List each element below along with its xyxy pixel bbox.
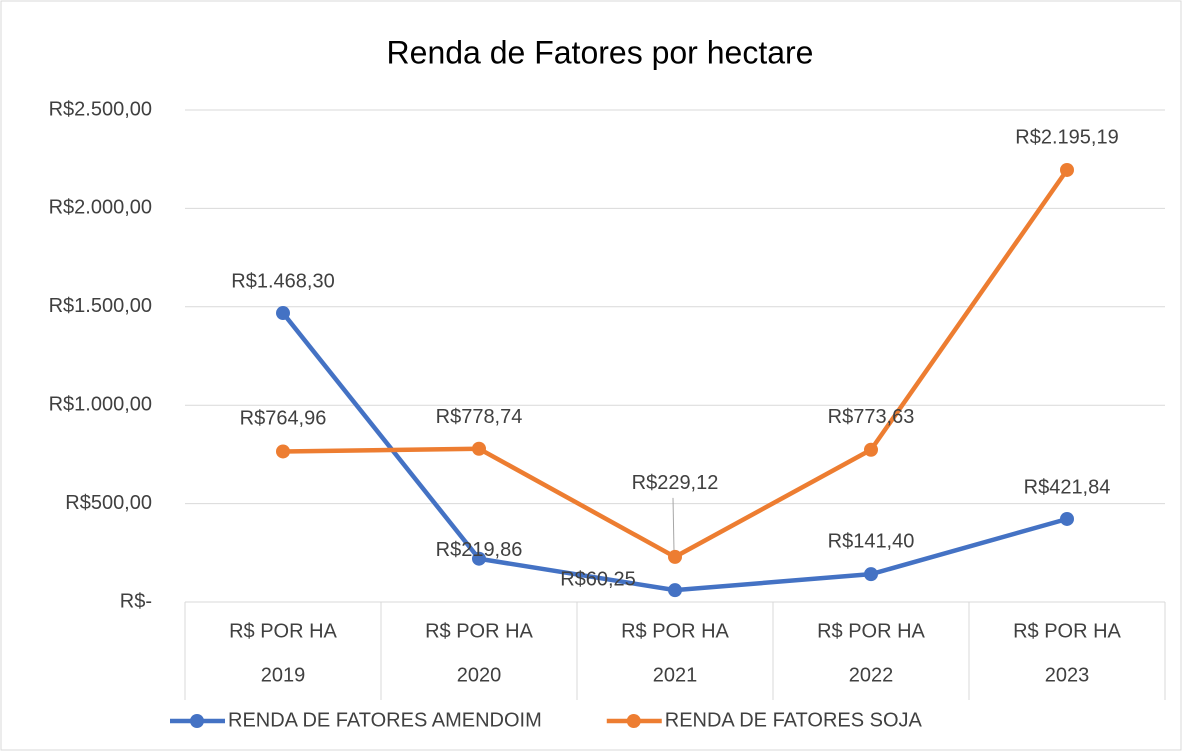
- x-tick-label: 2019: [261, 664, 306, 686]
- y-tick-label: R$1.000,00: [49, 393, 152, 415]
- data-label: R$778,74: [436, 406, 523, 428]
- x-group-label: R$ POR HA: [817, 620, 925, 642]
- x-group-label: R$ POR HA: [1013, 620, 1121, 642]
- data-label: R$141,40: [828, 530, 915, 552]
- marker: [1060, 511, 1074, 526]
- data-label: R$773,63: [828, 406, 915, 428]
- x-group-label: R$ POR HA: [425, 620, 533, 642]
- marker: [472, 441, 486, 456]
- x-group-label: R$ POR HA: [621, 620, 729, 642]
- marker: [276, 444, 290, 459]
- marker: [668, 549, 682, 564]
- legend-label: RENDA DE FATORES SOJA: [665, 709, 923, 731]
- y-tick-label: R$-: [120, 590, 152, 612]
- legend-marker: [626, 714, 641, 728]
- x-tick-label: 2020: [457, 664, 502, 686]
- data-label: R$60,25: [560, 568, 636, 590]
- leader-line: [672, 497, 675, 551]
- x-tick-label: 2021: [653, 664, 698, 686]
- marker: [276, 306, 290, 321]
- data-label: R$229,12: [632, 472, 719, 494]
- x-group-label: R$ POR HA: [229, 620, 337, 642]
- marker: [472, 551, 486, 566]
- data-label: R$2.195,19: [1015, 126, 1118, 148]
- x-tick-label: 2023: [1045, 664, 1090, 686]
- legend-label: RENDA DE FATORES AMENDOIM: [228, 709, 542, 731]
- marker: [1060, 162, 1074, 177]
- marker: [668, 583, 682, 598]
- legend-marker: [190, 714, 204, 728]
- data-label: R$421,84: [1024, 476, 1111, 498]
- data-label: R$1.468,30: [231, 270, 334, 292]
- y-tick-label: R$2.500,00: [49, 98, 152, 120]
- y-tick-label: R$2.000,00: [49, 197, 152, 219]
- data-label: R$764,96: [240, 408, 327, 430]
- y-tick-label: R$1.500,00: [49, 295, 152, 317]
- x-tick-label: 2022: [849, 664, 894, 686]
- marker: [864, 567, 878, 582]
- y-tick-label: R$500,00: [65, 492, 152, 514]
- chart-title: Renda de Fatores por hectare: [387, 34, 814, 70]
- marker: [864, 442, 878, 457]
- data-label: R$219,86: [436, 539, 523, 561]
